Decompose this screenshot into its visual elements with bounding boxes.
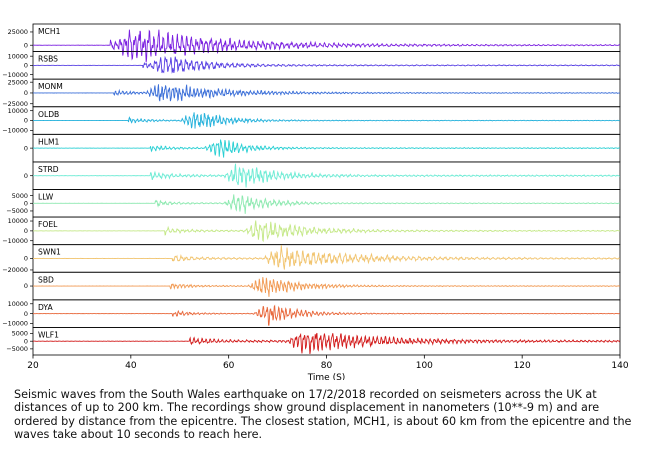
y-tick-label: 0: [24, 310, 28, 318]
panel-foel: 10000 0 −10000 FOEL: [2, 216, 621, 246]
station-label: RSBS: [38, 55, 58, 64]
y-tick-label: 0: [24, 117, 28, 125]
x-tick-label: 140: [611, 361, 628, 371]
x-axis-label: Time (S): [307, 373, 346, 380]
station-label: SWN1: [38, 248, 61, 257]
y-tick-label: 5000: [12, 330, 28, 338]
y-tick-label: −10000: [2, 127, 28, 135]
waveform-monm: [32, 84, 621, 102]
panel-sbd: 0 SBD: [24, 271, 621, 301]
waveform-dya: [32, 304, 620, 326]
waveform-mch1: [32, 29, 620, 63]
panel-strd: 0 STRD: [24, 161, 621, 190]
x-tick-label: 20: [27, 361, 39, 371]
figure-caption: Seismic waves from the South Wales earth…: [14, 388, 632, 442]
y-tick-label: 10000: [8, 52, 28, 60]
y-tick-label: 25000: [8, 28, 28, 36]
station-label: MONM: [38, 82, 63, 91]
waveform-sbd: [32, 277, 620, 297]
y-tick-label: 5000: [12, 192, 28, 200]
station-label: OLDB: [38, 110, 59, 119]
y-tick-label: 0: [24, 89, 28, 97]
y-tick-label: −5000: [6, 345, 28, 353]
station-label: WLF1: [38, 330, 59, 339]
waveform-wlf1: [32, 332, 621, 355]
station-label: LLW: [38, 193, 54, 202]
panel-hlm1: 0 HLM1: [24, 133, 621, 163]
station-label: SBD: [38, 275, 54, 284]
x-tick-label: 100: [416, 361, 433, 371]
seismogram-figure: 250000MCH1100000−10000RSBS250000−25000MO…: [2, 23, 629, 380]
x-tick-label: 40: [125, 361, 137, 371]
panel-dya: 10000 0 −10000 DYA: [2, 299, 621, 328]
y-tick-label: 10000: [8, 107, 28, 115]
panel-monm: 25000 0 −25000 MONM: [2, 78, 621, 108]
waveform-foel: [33, 220, 621, 243]
y-tick-label: 0: [24, 227, 28, 235]
waveform-oldb: [32, 112, 620, 129]
y-tick-label: −10000: [2, 320, 28, 328]
y-tick-label: 0: [24, 144, 28, 152]
station-label: MCH1: [38, 27, 61, 36]
station-label: FOEL: [38, 220, 58, 229]
waveform-llw: [32, 194, 621, 214]
x-tick-label: 80: [321, 361, 333, 371]
waveform-swn1: [32, 244, 620, 270]
station-label: STRD: [38, 165, 59, 174]
station-label: DYA: [38, 303, 53, 312]
y-tick-label: 10000: [8, 217, 28, 225]
y-tick-label: 0: [24, 255, 28, 263]
panel-oldb: 10000 0 −10000 OLDB: [2, 106, 621, 135]
y-tick-label: 0: [24, 41, 28, 49]
y-tick-label: −5000: [6, 207, 28, 215]
y-tick-label: −10000: [2, 237, 28, 245]
y-tick-label: 0: [24, 337, 28, 345]
x-tick-label: 60: [223, 361, 235, 371]
panel-frame: [32, 23, 621, 52]
y-tick-label: −25000: [2, 100, 28, 108]
waveform-rsbs: [32, 55, 620, 74]
x-tick-label: 120: [514, 361, 531, 371]
waveform-strd: [32, 163, 620, 188]
y-tick-label: 0: [24, 282, 28, 290]
y-tick-label: 25000: [8, 78, 28, 86]
panel-mch1: 25000 0 MCH1: [8, 23, 621, 63]
panel-swn1: 0 −20000 SWN1: [2, 244, 621, 274]
waveform-hlm1: [32, 139, 621, 158]
y-tick-label: 10000: [8, 300, 28, 308]
y-tick-label: −10000: [2, 71, 28, 79]
panel-rsbs: 10000 0−10000 RSBS: [2, 51, 621, 80]
y-tick-label: 0: [24, 199, 28, 207]
station-label: HLM1: [38, 137, 59, 146]
y-tick-label: 0: [24, 62, 28, 70]
y-tick-label: 0: [24, 172, 28, 180]
y-tick-label: −20000: [2, 266, 28, 274]
